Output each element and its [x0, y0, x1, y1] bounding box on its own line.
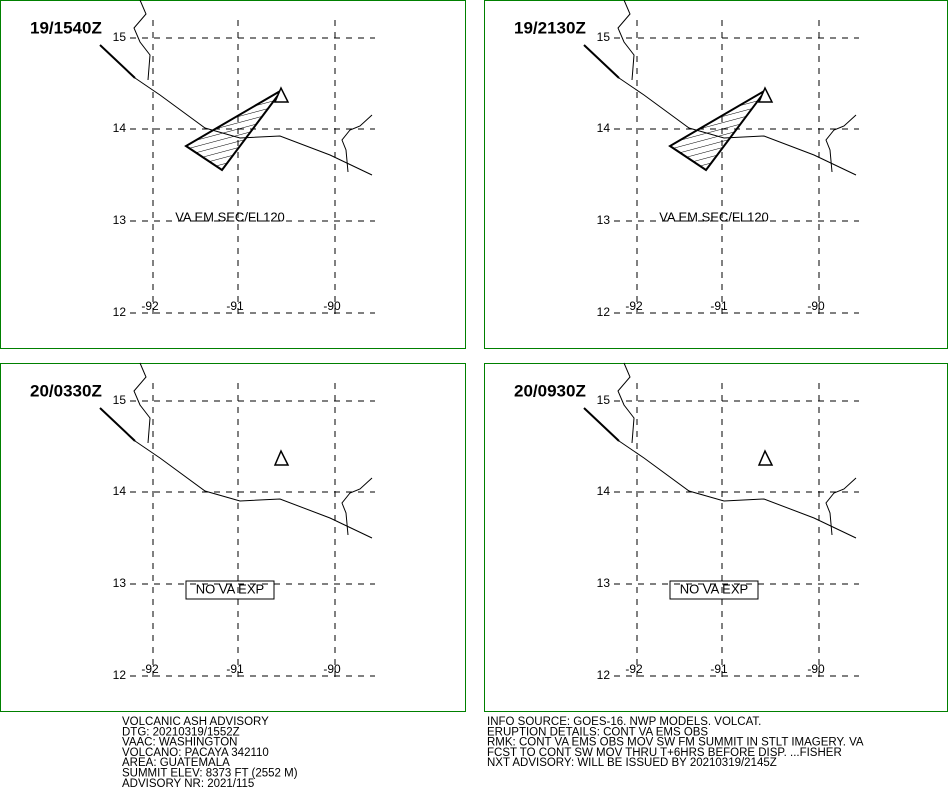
time-label: 19/1540Z — [30, 18, 102, 37]
lat-label: 14 — [113, 484, 127, 498]
panel-border — [0, 0, 466, 349]
info-line: RMK: CONT VA EMS OBS MOV SW FM SUMMIT IN… — [487, 737, 864, 749]
coastline-thick — [583, 407, 620, 442]
info-line: DTG: 20210319/1552Z — [122, 726, 240, 738]
lon-label: -91 — [710, 299, 728, 313]
lon-label: -90 — [807, 299, 825, 313]
border — [133, 0, 373, 173]
annotation: NO VA EXP — [196, 581, 264, 596]
lat-label: 13 — [597, 213, 611, 227]
time-label: 20/0930Z — [514, 381, 586, 400]
annotation-box — [185, 580, 275, 600]
border — [617, 0, 857, 173]
info-line: VOLCANO: PACAYA 342110 — [122, 747, 269, 759]
coastline-thick — [583, 44, 620, 79]
info-line: AREA: GUATEMALA — [122, 757, 230, 769]
lat-label: 12 — [113, 668, 127, 682]
info-line: INFO SOURCE: GOES-16. NWP MODELS. VOLCAT… — [487, 716, 761, 728]
lat-label: 15 — [597, 30, 611, 44]
ash-cloud — [184, 89, 283, 172]
annotation: VA EM SEC/FL120 — [659, 209, 769, 224]
border — [617, 362, 857, 536]
info-line: NXT ADVISORY: WILL BE ISSUED BY 20210319… — [487, 757, 777, 769]
ash-cloud — [668, 89, 767, 172]
volcano — [273, 86, 290, 103]
lat-label: 15 — [113, 30, 127, 44]
info-line: VAAC: WASHINGTON — [122, 737, 237, 749]
lon-label: -90 — [323, 662, 341, 676]
lat-label: 12 — [113, 305, 127, 319]
map-panel: 15 14 13 12 -92 -91 -90 19/1540Z VA EM SEC/FL120 — [0, 0, 466, 349]
border — [133, 362, 373, 536]
lat-label: 15 — [597, 393, 611, 407]
volcano — [757, 449, 774, 466]
coastline — [134, 440, 373, 539]
lon-label: -90 — [807, 662, 825, 676]
time-label: 19/2130Z — [514, 18, 586, 37]
lon-label: -91 — [226, 662, 244, 676]
annotation: VA EM SEC/FL120 — [175, 209, 285, 224]
volcano — [273, 449, 290, 466]
info-line: VOLCANIC ASH ADVISORY — [122, 716, 269, 728]
lon-label: -92 — [625, 662, 643, 676]
panel-border — [484, 363, 948, 712]
info-line: FCST TO CONT SW MOV THRU T+6HRS BEFORE D… — [487, 747, 842, 759]
lat-label: 14 — [597, 121, 611, 135]
lat-label: 15 — [113, 393, 127, 407]
coastline — [618, 440, 857, 539]
panel-border — [0, 363, 466, 712]
lat-label: 13 — [113, 213, 127, 227]
info-line: ADVISORY NR: 2021/115 — [122, 778, 254, 790]
lat-label: 14 — [597, 484, 611, 498]
lat-label: 13 — [113, 576, 127, 590]
annotation-box — [669, 580, 759, 600]
time-label: 20/0330Z — [30, 381, 102, 400]
lon-label: -91 — [226, 299, 244, 313]
coastline-thick — [99, 44, 136, 79]
volcano — [757, 86, 774, 103]
lat-label: 13 — [597, 576, 611, 590]
lon-label: -91 — [710, 662, 728, 676]
map-panel: 15 14 13 12 -92 -91 -90 20/0930Z NO VA EXP — [484, 362, 948, 712]
info-line: SUMMIT ELEV: 8373 FT (2552 M) — [122, 768, 298, 780]
lon-label: -92 — [625, 299, 643, 313]
lon-label: -92 — [141, 662, 159, 676]
lat-label: 12 — [597, 668, 611, 682]
lat-label: 14 — [113, 121, 127, 135]
map-panel: 15 14 13 12 -92 -91 -90 20/0330Z NO VA EXP — [0, 362, 466, 712]
annotation: NO VA EXP — [680, 581, 748, 596]
lon-label: -90 — [323, 299, 341, 313]
lat-label: 12 — [597, 305, 611, 319]
info-line: ERUPTION DETAILS: CONT VA EMS OBS — [487, 726, 708, 738]
map-panel: 15 14 13 12 -92 -91 -90 19/2130Z VA EM SEC/FL120 — [484, 0, 948, 349]
lon-label: -92 — [141, 299, 159, 313]
panel-border — [484, 0, 948, 349]
coastline-thick — [99, 407, 136, 442]
